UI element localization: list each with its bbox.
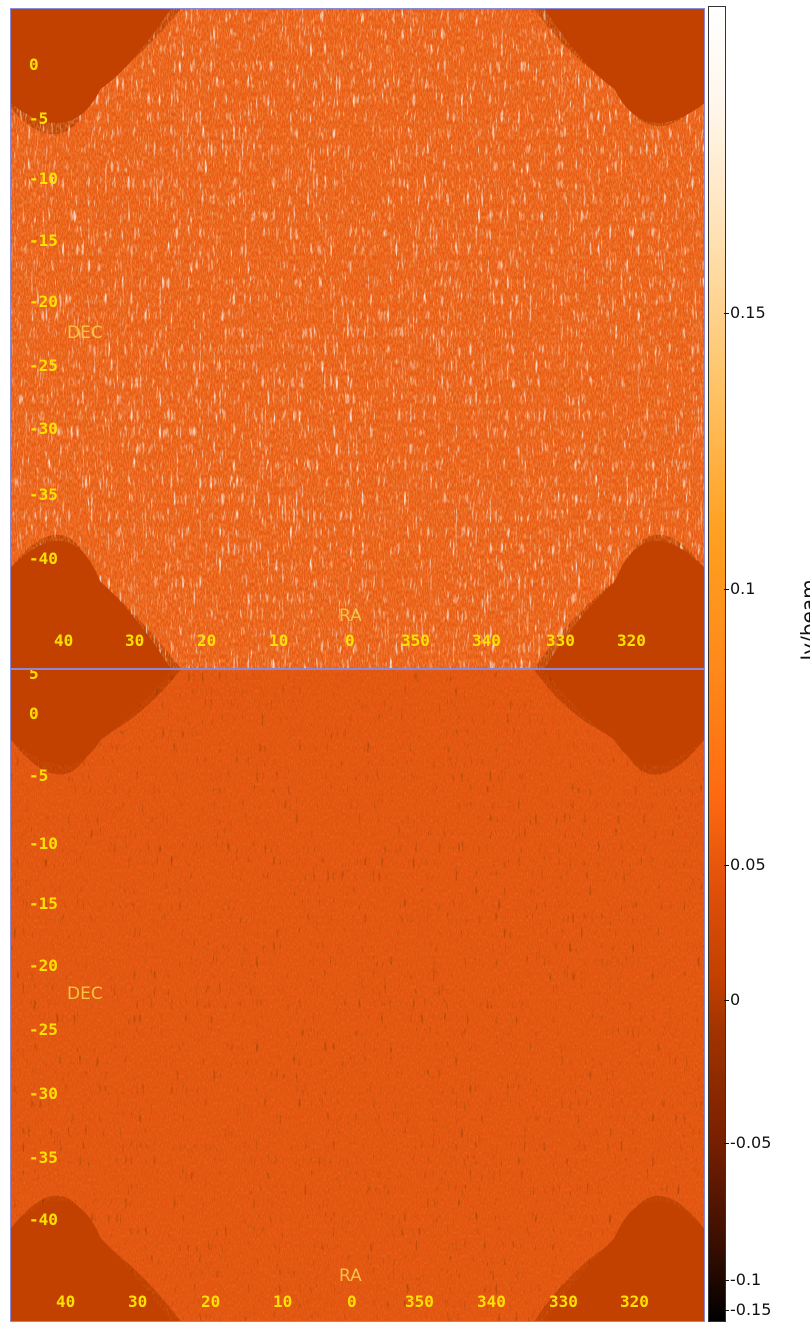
ra-tick-label: 340 xyxy=(477,1292,506,1311)
sky-image-top: DEC RA 0 -5 -10 -15 -20 -25 -30 -35 -40 … xyxy=(10,8,705,669)
dec-tick-label: -20 xyxy=(29,956,58,975)
sky-map-top xyxy=(11,9,704,668)
dec-tick-label: -20 xyxy=(29,292,58,311)
ra-tick-label: 10 xyxy=(273,1292,293,1311)
dec-tick-label: -5 xyxy=(29,109,49,128)
dec-tick-label: -15 xyxy=(29,231,58,250)
ra-tick-label: 350 xyxy=(401,631,430,650)
dec-axis-label: DEC xyxy=(67,984,103,1004)
ra-axis-label: RA xyxy=(339,1266,362,1286)
ra-tick-label: 320 xyxy=(617,631,646,650)
ra-tick-label: 10 xyxy=(269,631,289,650)
dec-tick-label: -30 xyxy=(29,419,58,438)
dec-tick-label: -10 xyxy=(29,169,58,188)
colorbar xyxy=(708,6,726,1322)
colorbar-tick-label: -0.1 xyxy=(723,1270,762,1289)
dec-tick-label: -25 xyxy=(29,356,58,375)
colorbar-tick-label: 0 xyxy=(723,990,741,1009)
dec-tick-label: -40 xyxy=(29,549,58,568)
ra-tick-label: 0 xyxy=(345,631,355,650)
dec-tick-label: 0 xyxy=(29,704,39,723)
ra-tick-label: 20 xyxy=(201,1292,221,1311)
dec-tick-label: 5 xyxy=(29,669,39,683)
colorbar-unit-label: Jy/beam xyxy=(796,579,810,661)
dec-tick-label: 0 xyxy=(29,55,39,74)
ra-tick-label: 320 xyxy=(620,1292,649,1311)
dec-tick-label: -40 xyxy=(29,1210,58,1229)
dec-tick-label: -35 xyxy=(29,485,58,504)
ra-tick-label: 0 xyxy=(347,1292,357,1311)
ra-tick-label: 30 xyxy=(128,1292,148,1311)
ra-tick-label: 30 xyxy=(125,631,145,650)
colorbar-tick-label: -0.15 xyxy=(723,1300,772,1319)
colorbar-tick-label: 0.15 xyxy=(724,303,766,322)
ra-tick-label: 340 xyxy=(472,631,501,650)
colorbar-tick-label: 0.1 xyxy=(723,579,756,598)
dec-tick-label: -25 xyxy=(29,1020,58,1039)
dec-tick-label: -30 xyxy=(29,1084,58,1103)
sky-image-bottom: DEC RA 5 0 -5 -10 -15 -20 -25 -30 -35 -4… xyxy=(10,669,705,1322)
ra-tick-label: 40 xyxy=(54,631,74,650)
colorbar-tick-label: 0.05 xyxy=(724,855,766,874)
ra-tick-label: 330 xyxy=(549,1292,578,1311)
ra-tick-label: 40 xyxy=(56,1292,76,1311)
sky-map-bottom xyxy=(11,670,704,1321)
dec-tick-label: -35 xyxy=(29,1148,58,1167)
dec-tick-label: -10 xyxy=(29,834,58,853)
colorbar-tick-label: -0.05 xyxy=(723,1133,772,1152)
ra-tick-label: 350 xyxy=(405,1292,434,1311)
ra-axis-label: RA xyxy=(339,606,362,626)
ra-tick-label: 330 xyxy=(546,631,575,650)
dec-tick-label: -15 xyxy=(29,894,58,913)
ra-tick-label: 20 xyxy=(197,631,217,650)
dec-tick-label: -5 xyxy=(29,766,49,785)
dec-axis-label: DEC xyxy=(67,323,103,343)
